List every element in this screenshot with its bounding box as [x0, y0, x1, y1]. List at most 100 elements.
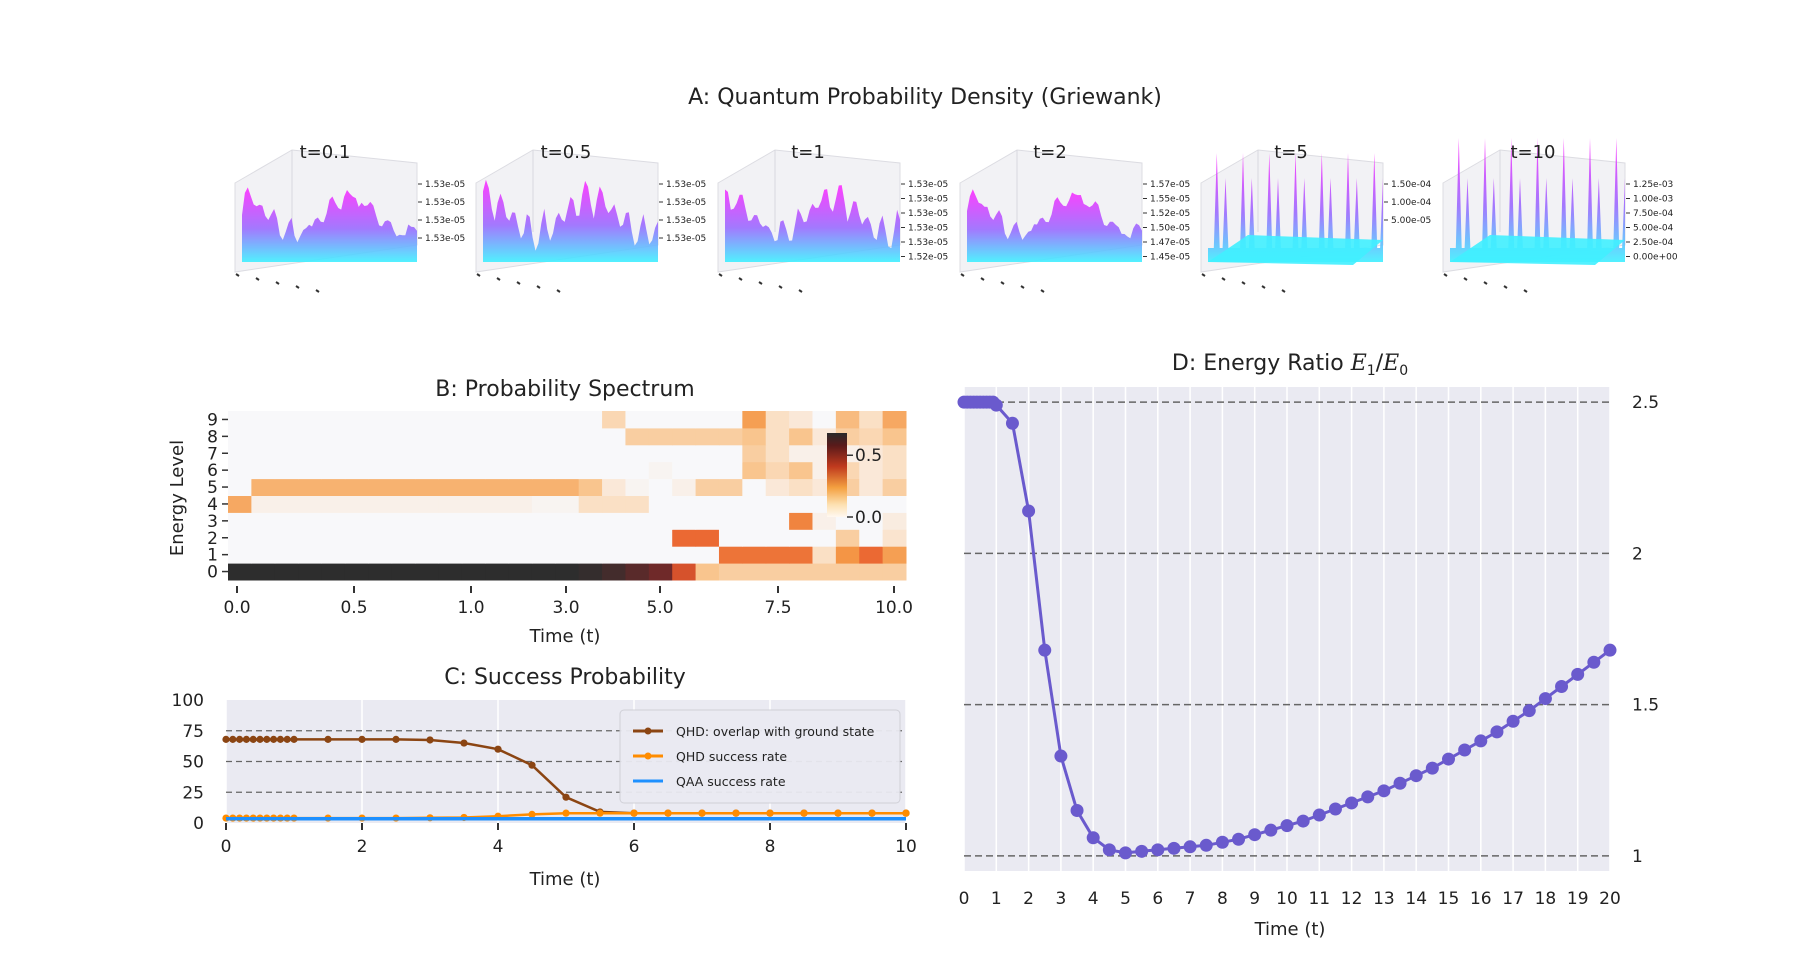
surface-floor-tick	[1463, 277, 1468, 281]
heatmap-cell	[321, 546, 346, 564]
heatmap-cell	[274, 411, 299, 429]
heatmap-cell	[298, 546, 323, 564]
xtick-label: 11	[1308, 889, 1330, 909]
heatmap-cell	[368, 478, 393, 496]
surface-mesh	[1450, 138, 1625, 262]
heatmap-cell	[251, 495, 276, 513]
heatmap-cell	[251, 563, 276, 581]
heatmap-cell	[625, 563, 650, 581]
surface-ztick-label: 1.00e-03	[1633, 195, 1673, 205]
surface-panel: t=10 1.25e-03 1.00e-03 7.50e-04 5.00e-04 2.50…	[1442, 138, 1678, 293]
xtick-label: 8	[765, 837, 776, 857]
xtick-label: 10	[1276, 889, 1298, 909]
surface-floor-tick	[980, 277, 985, 281]
series-point	[290, 735, 298, 743]
heatmap-cell	[344, 563, 369, 581]
heatmap-cell	[672, 529, 697, 547]
heatmap-cell	[368, 461, 393, 480]
heatmap-cell	[555, 529, 580, 547]
heatmap-cell	[578, 546, 603, 564]
xtick-label: 2	[1023, 889, 1034, 909]
series-point	[1425, 761, 1439, 775]
series-point	[562, 793, 570, 801]
heatmap-cell	[461, 444, 486, 463]
heatmap-cell	[672, 563, 697, 581]
heatmap-cell	[368, 427, 393, 446]
heatmap-cell	[648, 478, 673, 496]
heatmap-cell	[672, 461, 697, 480]
series-point	[562, 809, 570, 817]
heatmap-cell	[508, 444, 533, 463]
heatmap-cell	[648, 563, 673, 581]
series-point	[834, 809, 842, 817]
heatmap-cell	[228, 444, 252, 463]
heatmap-cell	[672, 512, 697, 530]
series-point	[242, 735, 250, 743]
heatmap-cell	[508, 495, 533, 513]
surface-panel-title: t=10	[1510, 142, 1555, 163]
heatmap-cell	[578, 563, 603, 581]
heatmap-cell	[321, 444, 346, 463]
series-point	[766, 809, 774, 817]
heatmap-cell	[602, 461, 626, 480]
heatmap-cell	[298, 427, 323, 446]
ytick-label: 2.5	[1632, 393, 1659, 413]
legend-marker	[644, 752, 652, 760]
xtick-label: 17	[1502, 889, 1524, 909]
heatmap-cell	[625, 495, 650, 513]
xtick-label: 6	[629, 837, 640, 857]
heatmap-cell	[718, 461, 743, 480]
panel-d-xlabel: Time (t)	[1254, 919, 1326, 940]
surface-ztick-label: 1.53e-05	[666, 234, 706, 244]
series-point	[1199, 838, 1213, 852]
surface-floor-tick	[1040, 289, 1045, 293]
surface-ztick-label: 1.52e-05	[908, 253, 948, 263]
surface-floor-tick	[255, 277, 260, 281]
surface-floor-tick	[1221, 277, 1226, 281]
heatmap-cell	[695, 495, 720, 513]
series-point	[1603, 643, 1617, 657]
heatmap-cell	[274, 478, 299, 496]
surface-ztick-label: 0.00e+00	[1633, 253, 1678, 263]
series-point	[1086, 831, 1100, 845]
heatmap-cell	[695, 563, 720, 581]
heatmap-cell	[718, 563, 743, 581]
heatmap-cell	[555, 478, 580, 496]
heatmap-cell	[531, 427, 556, 446]
series-point	[1102, 843, 1116, 857]
heatmap-cell	[461, 563, 486, 581]
xtick-label: 20	[1599, 889, 1621, 909]
ytick-label: 25	[182, 783, 204, 803]
heatmap-cell	[718, 427, 743, 446]
series-point	[1361, 790, 1375, 804]
surface-panel: t=5 1.50e-04 1.00e-04 5.00e-05	[1200, 142, 1432, 293]
surface-floor	[1450, 235, 1625, 265]
series-point	[630, 809, 638, 817]
surface-ztick-label: 1.53e-05	[908, 180, 948, 190]
heatmap-cell	[718, 478, 743, 496]
heatmap-cell	[742, 495, 767, 513]
heatmap-cell	[625, 427, 650, 446]
heatmap-cell	[859, 411, 884, 429]
surface-mesh	[242, 187, 417, 262]
heatmap-cell	[625, 546, 650, 564]
surface-floor-tick	[1020, 285, 1025, 289]
heatmap-cell	[368, 411, 393, 429]
heatmap-cell	[274, 529, 299, 547]
surface-ztick-label: 1.50e-04	[1391, 180, 1432, 190]
surface-panel-title: t=1	[791, 142, 825, 163]
heatmap-cell	[368, 563, 393, 581]
heatmap-xtick-label: 0.0	[223, 598, 250, 618]
heatmap-cell	[718, 546, 743, 564]
heatmap-cell	[765, 461, 790, 480]
heatmap-cell	[555, 546, 580, 564]
heatmap-cell	[742, 411, 767, 429]
xtick-label: 4	[493, 837, 504, 857]
heatmap-cell	[344, 512, 369, 530]
heatmap-cell	[461, 546, 486, 564]
surface-mesh	[1208, 153, 1383, 262]
surface-floor-tick	[758, 281, 763, 285]
surface-floor-tick	[556, 289, 561, 293]
xtick-label: 1	[991, 889, 1002, 909]
surface-floor-tick	[275, 281, 280, 285]
